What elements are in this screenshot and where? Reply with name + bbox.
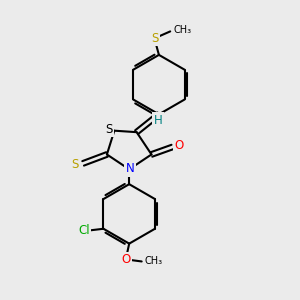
Text: S: S: [105, 123, 113, 136]
Text: O: O: [122, 254, 131, 266]
Text: Cl: Cl: [78, 224, 90, 237]
Text: CH₃: CH₃: [174, 25, 192, 34]
Text: S: S: [151, 32, 158, 45]
Text: N: N: [125, 162, 134, 175]
Text: O: O: [174, 139, 184, 152]
Text: H: H: [154, 114, 163, 127]
Text: CH₃: CH₃: [144, 256, 162, 266]
Text: S: S: [71, 158, 79, 171]
